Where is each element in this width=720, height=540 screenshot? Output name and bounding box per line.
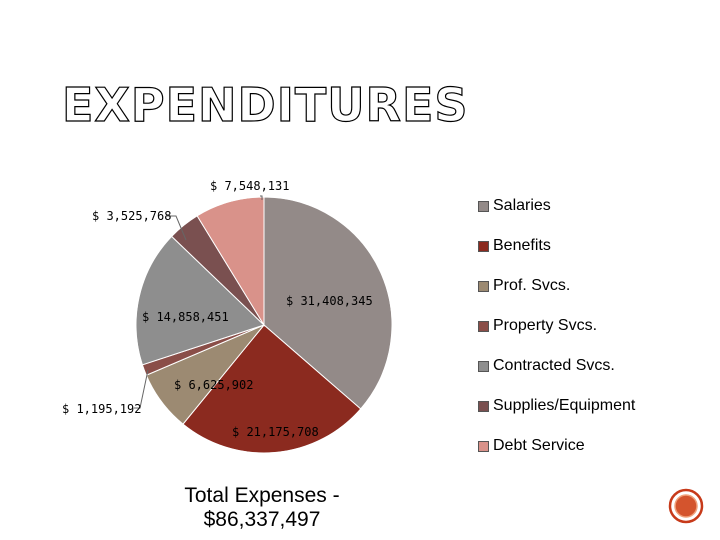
legend-swatch: [478, 360, 489, 372]
data-label: $ 14,858,451: [142, 310, 229, 324]
legend-label: Debt Service: [493, 437, 585, 454]
legend-label: Prof. Svcs.: [493, 277, 571, 294]
legend-item: Property Svcs.: [478, 316, 597, 336]
total-expenses: Total Expenses - $86,337,497: [152, 484, 372, 532]
legend-item: Salaries: [478, 196, 551, 216]
legend-label: Salaries: [493, 197, 551, 214]
legend-label: Benefits: [493, 237, 551, 254]
leader-line: [260, 195, 263, 200]
total-expenses-value: $86,337,497: [203, 508, 321, 531]
data-label: $ 1,195,192: [62, 402, 141, 416]
total-expenses-label: Total Expenses -: [184, 484, 340, 507]
legend-label: Supplies/Equipment: [493, 397, 636, 414]
legend-item: Prof. Svcs.: [478, 276, 570, 296]
data-label: $ 7,548,131: [210, 179, 289, 193]
next-slide-button[interactable]: [668, 488, 704, 524]
legend-label: Contracted Svcs.: [493, 357, 615, 374]
legend-label: Property Svcs.: [493, 317, 598, 334]
legend-swatch: [478, 280, 489, 292]
legend-item: Contracted Svcs.: [478, 356, 615, 376]
legend-swatch: [478, 240, 489, 252]
pie-outline: [135, 196, 393, 454]
leader-line: [166, 215, 187, 241]
data-label: $ 21,175,708: [232, 425, 319, 439]
legend-item: Debt Service: [478, 436, 585, 456]
legend-swatch: [478, 320, 489, 332]
data-label: $ 31,408,345: [286, 294, 373, 308]
leader-line: [134, 369, 149, 409]
next-circle-icon: [668, 488, 704, 524]
page-title: EXPENDITURES: [61, 77, 469, 132]
data-label: $ 3,525,768: [92, 209, 171, 223]
data-label: $ 6,625,902: [174, 378, 253, 392]
legend-swatch: [478, 440, 489, 452]
legend-swatch: [478, 200, 489, 212]
legend-item: Supplies/Equipment: [478, 396, 635, 416]
legend-swatch: [478, 400, 489, 412]
legend-item: Benefits: [478, 236, 551, 256]
